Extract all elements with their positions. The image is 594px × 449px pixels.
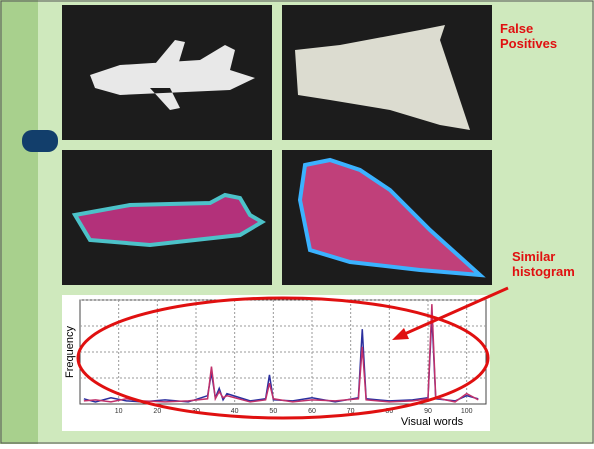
x-tick-label: 90	[424, 408, 432, 415]
tab	[22, 130, 58, 152]
x-axis-label: Visual words	[401, 416, 464, 428]
x-tick-label: 60	[308, 408, 316, 415]
slide: FalsePositives Similarhistogram 10203040…	[0, 0, 594, 444]
x-tick-label: 100	[461, 408, 473, 415]
side-strip	[0, 0, 38, 444]
page: FalsePositives Similarhistogram 10203040…	[0, 0, 594, 444]
x-tick-label: 40	[231, 408, 239, 415]
x-tick-label: 10	[115, 408, 123, 415]
x-tick-label: 50	[269, 408, 277, 415]
y-axis-label: Frequency	[64, 326, 76, 378]
x-tick-label: 20	[153, 408, 161, 415]
